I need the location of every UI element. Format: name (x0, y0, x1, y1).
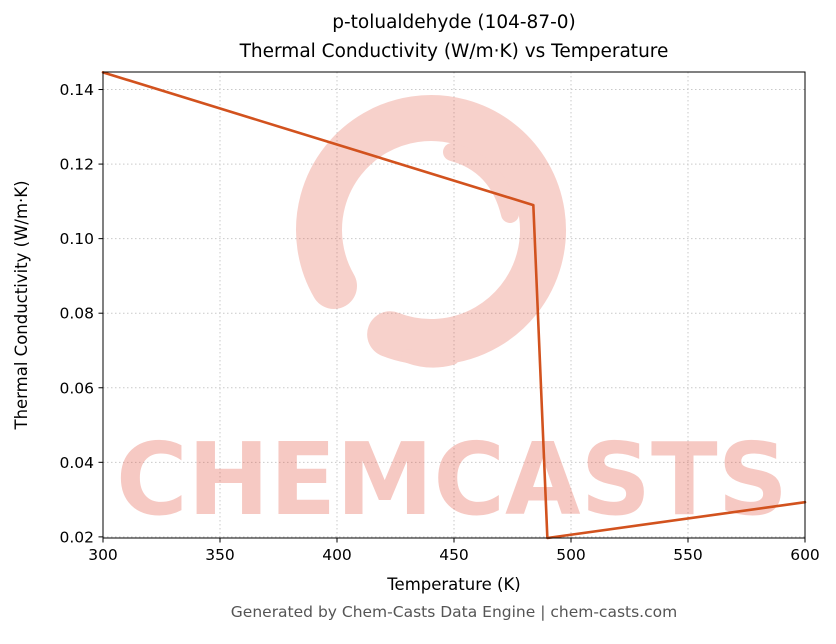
y-tick-label: 0.14 (59, 81, 94, 99)
y-tick-label: 0.04 (59, 454, 94, 472)
footer-credit: Generated by Chem-Casts Data Engine | ch… (230, 603, 678, 621)
x-tick-label: 350 (205, 546, 235, 564)
x-tick-label: 500 (556, 546, 586, 564)
x-axis-ticks: 300 350 400 450 500 550 600 (88, 538, 820, 564)
axis-labels: Temperature (K) Thermal Conductivity (W/m… (12, 180, 521, 594)
y-tick-label: 0.02 (59, 528, 94, 546)
watermark-text: CHEMCASTS (116, 421, 788, 538)
x-axis-label: Temperature (K) (386, 575, 520, 594)
series-thermal-conductivity (101, 71, 807, 540)
x-tick-label: 450 (439, 546, 469, 564)
x-tick-label: 300 (88, 546, 118, 564)
y-tick-label: 0.12 (59, 156, 94, 174)
watermark-word: CHEMCASTS (116, 421, 788, 538)
y-tick-label: 0.06 (59, 379, 94, 397)
y-tick-label: 0.10 (59, 230, 94, 248)
y-tick-label: 0.08 (59, 305, 94, 323)
chart-title-line2: Thermal Conductivity (W/m·K) vs Temperat… (239, 41, 669, 62)
chart-title: p-tolualdehyde (104-87-0) Thermal Conduc… (103, 8, 805, 66)
watermark-brush-circle-logo (296, 95, 566, 368)
x-tick-label: 550 (673, 546, 703, 564)
x-tick-label: 600 (790, 546, 820, 564)
chart-title-line1: p-tolualdehyde (104-87-0) (332, 12, 576, 33)
x-tick-label: 400 (322, 546, 352, 564)
series-line (101, 71, 807, 540)
y-axis-label: Thermal Conductivity (W/m·K) (12, 180, 31, 430)
y-axis-ticks: 0.02 0.04 0.06 0.08 0.10 0.12 0.14 (59, 81, 103, 546)
